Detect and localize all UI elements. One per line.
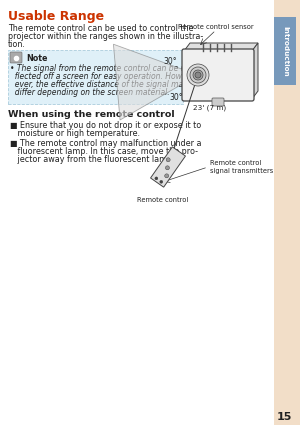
Text: Remote control
signal transmitters: Remote control signal transmitters — [210, 160, 273, 174]
Text: 15: 15 — [276, 412, 292, 422]
Circle shape — [155, 177, 158, 180]
Circle shape — [160, 180, 163, 183]
Polygon shape — [184, 43, 258, 51]
Text: Note: Note — [26, 54, 47, 63]
Text: Remote control: Remote control — [137, 197, 189, 203]
Text: When using the remote control: When using the remote control — [8, 110, 175, 119]
Text: tion.: tion. — [8, 40, 26, 49]
Text: moisture or high temperature.: moisture or high temperature. — [10, 129, 140, 138]
Polygon shape — [151, 147, 185, 187]
FancyBboxPatch shape — [212, 98, 224, 106]
Text: 30°: 30° — [163, 57, 177, 65]
Circle shape — [187, 64, 209, 86]
Text: • The signal from the remote control can be re-: • The signal from the remote control can… — [10, 64, 191, 73]
FancyBboxPatch shape — [10, 52, 22, 63]
Bar — [274, 0, 300, 425]
Polygon shape — [252, 43, 258, 99]
Text: ever, the effective distance of the signal may: ever, the effective distance of the sign… — [10, 80, 188, 89]
Text: 30°: 30° — [169, 93, 183, 102]
Text: Remote control sensor: Remote control sensor — [178, 24, 254, 30]
Text: differ depending on the screen material.: differ depending on the screen material. — [10, 88, 169, 97]
Circle shape — [193, 70, 203, 80]
Bar — [274, 17, 296, 85]
Text: ■ The remote control may malfunction under a: ■ The remote control may malfunction und… — [10, 139, 202, 148]
Text: jector away from the fluorescent lamp.: jector away from the fluorescent lamp. — [10, 155, 175, 164]
Circle shape — [166, 158, 170, 162]
Text: The remote control can be used to control the: The remote control can be used to contro… — [8, 24, 194, 33]
Circle shape — [195, 72, 201, 78]
Text: flected off a screen for easy operation. How-: flected off a screen for easy operation.… — [10, 72, 184, 81]
Text: projector within the ranges shown in the illustra-: projector within the ranges shown in the… — [8, 32, 203, 41]
Text: fluorescent lamp. In this case, move the pro-: fluorescent lamp. In this case, move the… — [10, 147, 198, 156]
Circle shape — [165, 174, 169, 178]
FancyBboxPatch shape — [182, 49, 254, 101]
FancyBboxPatch shape — [8, 50, 183, 104]
Text: Usable Range: Usable Range — [8, 10, 104, 23]
Text: Introduction: Introduction — [282, 26, 288, 76]
Circle shape — [165, 166, 169, 170]
Text: 23' (7 m): 23' (7 m) — [194, 105, 226, 111]
Circle shape — [190, 67, 206, 83]
Text: ■ Ensure that you do not drop it or expose it to: ■ Ensure that you do not drop it or expo… — [10, 121, 201, 130]
Polygon shape — [113, 44, 198, 120]
